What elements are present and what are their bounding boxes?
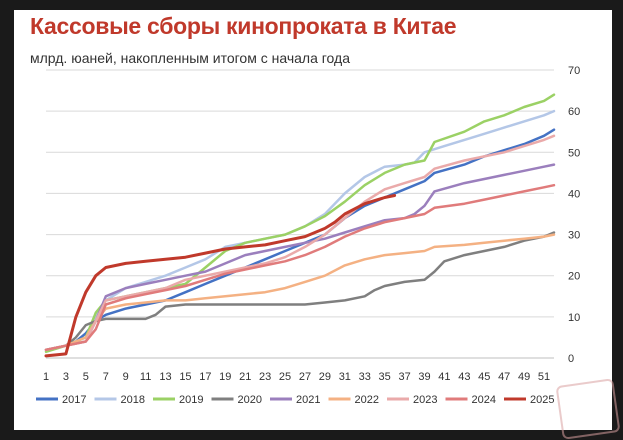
series-line-2023 <box>44 134 556 352</box>
x-tick-label: 33 <box>359 371 371 383</box>
x-tick-label: 23 <box>259 371 271 383</box>
legend-label-2024: 2024 <box>472 394 496 406</box>
x-tick-label: 47 <box>498 371 510 383</box>
y-tick-label: 70 <box>568 65 580 77</box>
x-tick-label: 21 <box>239 371 251 383</box>
y-tick-label: 20 <box>568 271 580 283</box>
x-tick-label: 37 <box>398 371 410 383</box>
x-tick-label: 45 <box>478 371 490 383</box>
x-tick-label: 1 <box>43 371 49 383</box>
series-line-2017 <box>44 128 556 352</box>
x-tick-label: 11 <box>140 371 151 383</box>
x-tick-label: 35 <box>379 371 391 383</box>
legend-label-2018: 2018 <box>121 394 145 406</box>
x-tick-label: 7 <box>103 371 109 383</box>
legend-label-2017: 2017 <box>62 394 86 406</box>
x-tick-label: 43 <box>458 371 470 383</box>
x-tick-label: 39 <box>418 371 430 383</box>
legend-label-2019: 2019 <box>179 394 203 406</box>
series-line-2022 <box>44 233 556 352</box>
legend-label-2023: 2023 <box>413 394 437 406</box>
x-tick-label: 13 <box>159 371 171 383</box>
x-tick-label: 3 <box>63 371 69 383</box>
x-tick-label: 19 <box>219 371 231 383</box>
y-tick-label: 0 <box>568 353 574 365</box>
y-tick-label: 10 <box>568 312 580 324</box>
x-tick-label: 15 <box>179 371 191 383</box>
x-tick-label: 29 <box>319 371 331 383</box>
series-line-2020 <box>44 231 556 352</box>
watermark-stamp <box>555 378 621 440</box>
series-line-2025 <box>44 194 397 358</box>
series-line-2019 <box>44 93 556 354</box>
x-tick-label: 31 <box>339 371 351 383</box>
y-tick-label: 60 <box>568 106 580 118</box>
series-line-2021 <box>44 163 556 352</box>
x-tick-label: 49 <box>518 371 530 383</box>
x-tick-label: 51 <box>538 371 550 383</box>
legend-label-2022: 2022 <box>355 394 379 406</box>
x-tick-label: 25 <box>279 371 291 383</box>
y-tick-label: 40 <box>568 188 580 200</box>
legend-label-2021: 2021 <box>296 394 320 406</box>
y-tick-label: 50 <box>568 147 580 159</box>
legend-label-2020: 2020 <box>238 394 262 406</box>
x-tick-label: 27 <box>299 371 311 383</box>
legend-label-2025: 2025 <box>530 394 554 406</box>
x-tick-label: 17 <box>199 371 211 383</box>
series-line-2018 <box>44 109 556 352</box>
x-tick-label: 9 <box>123 371 129 383</box>
y-tick-label: 30 <box>568 230 580 242</box>
x-tick-label: 41 <box>438 371 450 383</box>
series-line-2024 <box>44 183 556 352</box>
chart-title: Кассовые сборы кинопроката в Китае <box>30 13 457 39</box>
x-tick-label: 5 <box>83 371 89 383</box>
chart-subtitle: млрд. юаней, накопленным итогом с начала… <box>30 50 350 66</box>
